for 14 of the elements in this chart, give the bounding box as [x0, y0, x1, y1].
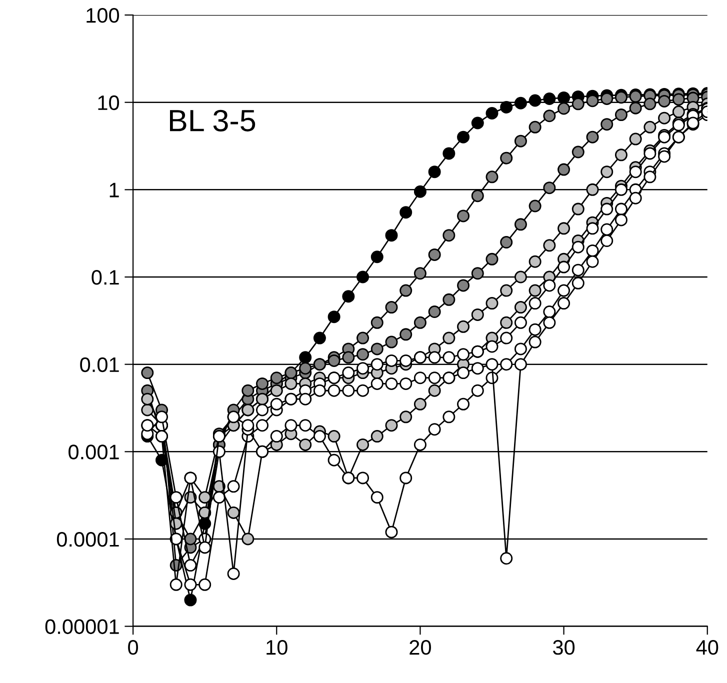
y-tick-label: 0.01 — [80, 357, 119, 372]
x-tick-label: 40 — [696, 640, 718, 655]
y-tick-label: 0.0001 — [56, 532, 119, 547]
y-tick-label: 0.1 — [92, 270, 119, 285]
y-tick-label: 1 — [110, 182, 119, 198]
annotation: BL 3-5 — [170, 110, 256, 132]
y-tick-label: 100 — [86, 8, 120, 23]
x-tick-label: 0 — [128, 640, 138, 655]
y-tick-label: 0.001 — [68, 444, 119, 460]
x-tick-label: 10 — [266, 640, 288, 655]
y-tick-label: 0.00001 — [45, 619, 119, 634]
y-tick-label: 10 — [98, 95, 120, 110]
x-tick-label: 20 — [410, 640, 431, 655]
x-tick-label: 30 — [552, 640, 575, 655]
